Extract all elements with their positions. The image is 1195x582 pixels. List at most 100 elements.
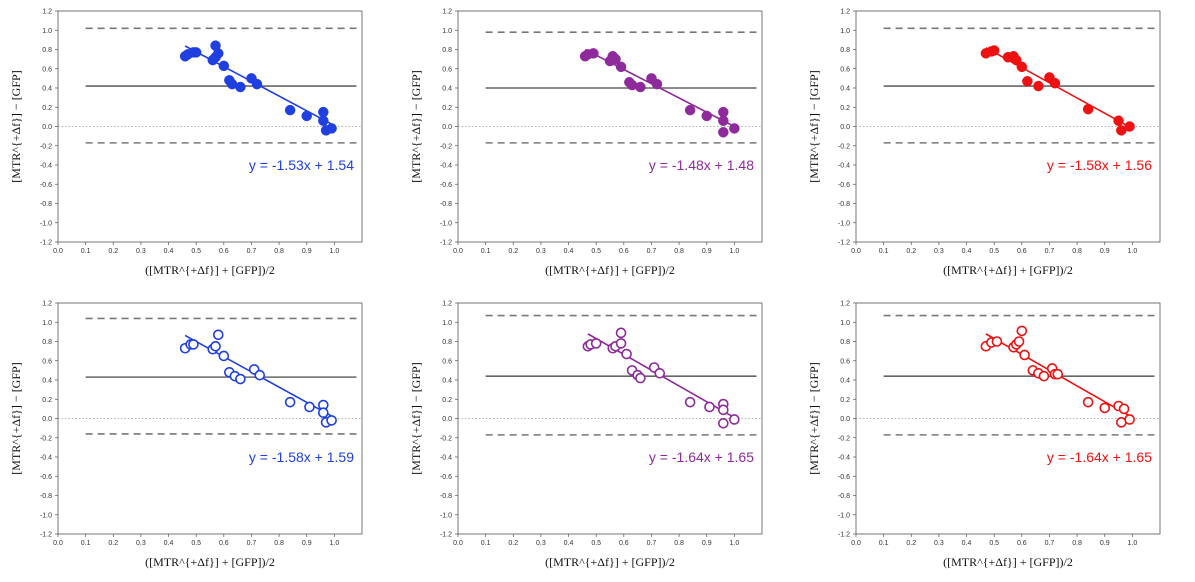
y-tick-label: 1.2 <box>840 9 850 16</box>
x-tick-label: 0.1 <box>879 248 889 255</box>
x-tick-label: 0.5 <box>591 540 601 547</box>
x-tick-label: 0.0 <box>53 248 63 255</box>
x-tick-label: 0.8 <box>674 540 684 547</box>
chart-panel-6: -1.2 -1.0 -0.8 -0.6 -0.4 -0.2 0.0 0.2 0.4 0.6 0.8 1… <box>798 292 1188 582</box>
y-axis-label: [MTR^{+Δf}] − [GFP] <box>807 362 821 474</box>
x-tick-label: 0.5 <box>989 540 999 547</box>
y-tick-label: -1.0 <box>440 512 452 519</box>
y-tick-label: 0.2 <box>42 105 52 112</box>
data-point <box>988 45 1000 56</box>
x-tick-label: 0.2 <box>108 540 118 547</box>
data-point <box>991 336 1003 347</box>
y-axis-label: [MTR^{+Δf}] − [GFP] <box>807 70 821 182</box>
y-tick-label: -0.6 <box>838 474 850 481</box>
y-tick-label: -0.2 <box>440 435 452 442</box>
chart-panel-1: -1.2 -1.0 -0.8 -0.6 -0.4 -0.2 0.0 0.2 0.4 0.6 0.8 1… <box>0 0 390 290</box>
y-tick-label: 0.8 <box>42 339 52 346</box>
data-point <box>1022 76 1033 87</box>
y-tick-label: 0.6 <box>840 66 850 73</box>
y-tick-label: 0.2 <box>442 105 452 112</box>
chart-panel-5: -1.2 -1.0 -0.8 -0.6 -0.4 -0.2 0.0 0.2 0.4 0.6 0.8 1… <box>400 292 790 582</box>
x-tick-label: 0.4 <box>164 540 174 547</box>
x-tick-label: 0.4 <box>962 540 972 547</box>
x-tick-label: 0.9 <box>702 248 712 255</box>
x-tick-label: 1.0 <box>729 248 739 255</box>
data-point <box>318 115 329 126</box>
y-tick-label: 1.0 <box>442 320 452 327</box>
y-tick-label: 1.2 <box>442 9 452 16</box>
x-tick-label: 0.3 <box>136 248 146 255</box>
y-tick-label: -0.6 <box>440 474 452 481</box>
x-tick-label: 0.6 <box>219 248 229 255</box>
data-point <box>718 418 729 429</box>
regression-equation: y = -1.58x + 1.56 <box>1047 157 1152 173</box>
chart-svg-3: -1.2 -1.0 -0.8 -0.6 -0.4 -0.2 0.0 0.2 0.4 0.6 0.8 1… <box>807 9 1161 277</box>
data-point <box>718 127 729 138</box>
data-point <box>590 338 602 349</box>
data-point <box>718 404 729 416</box>
y-tick-label: 0.8 <box>442 47 452 54</box>
x-tick-label: 1.0 <box>1127 248 1137 255</box>
data-point <box>729 414 740 425</box>
data-point <box>1099 402 1111 414</box>
x-tick-label: 0.7 <box>647 248 657 255</box>
x-tick-label: 1.0 <box>1127 540 1137 547</box>
data-point <box>729 123 740 134</box>
regression-equation: y = -1.53x + 1.54 <box>249 157 354 173</box>
x-tick-label: 0.8 <box>674 248 684 255</box>
y-tick-label: 0.0 <box>42 124 52 131</box>
data-point <box>1049 77 1061 89</box>
x-tick-label: 0.2 <box>906 540 916 547</box>
x-tick-label: 0.8 <box>274 540 284 547</box>
y-tick-label: 0.6 <box>442 358 452 365</box>
x-tick-label: 0.6 <box>219 540 229 547</box>
y-tick-label: -0.6 <box>40 474 52 481</box>
x-axis-label: ([MTR^{+Δf}] + [GFP])/2 <box>545 555 675 569</box>
x-tick-label: 0.8 <box>1072 248 1082 255</box>
x-tick-label: 0.7 <box>1045 540 1055 547</box>
y-tick-label: 0.0 <box>42 416 52 423</box>
x-tick-label: 0.3 <box>136 540 146 547</box>
x-tick-label: 0.4 <box>564 248 574 255</box>
x-tick-label: 0.6 <box>619 540 629 547</box>
x-tick-label: 0.7 <box>647 540 657 547</box>
x-tick-label: 0.5 <box>591 248 601 255</box>
x-axis-label: ([MTR^{+Δf}] + [GFP])/2 <box>145 263 275 277</box>
y-tick-label: 1.2 <box>42 301 52 308</box>
data-point <box>615 327 627 339</box>
data-point <box>588 48 599 59</box>
chart-svg-5: -1.2 -1.0 -0.8 -0.6 -0.4 -0.2 0.0 0.2 0.4 0.6 0.8 1… <box>409 301 763 569</box>
data-point <box>610 53 621 65</box>
x-tick-label: 0.4 <box>164 248 174 255</box>
x-tick-label: 0.0 <box>851 540 861 547</box>
y-tick-label: -0.4 <box>40 163 52 170</box>
x-axis-label: ([MTR^{+Δf}] + [GFP])/2 <box>943 263 1073 277</box>
y-tick-label: 0.8 <box>42 47 52 54</box>
data-point <box>1082 103 1094 115</box>
y-tick-label: 1.0 <box>840 320 850 327</box>
data-point <box>1016 325 1028 337</box>
y-tick-label: -0.2 <box>440 143 452 150</box>
y-tick-label: -0.6 <box>440 182 452 189</box>
chart-svg-4: -1.2 -1.0 -0.8 -0.6 -0.4 -0.2 0.0 0.2 0.4 0.6 0.8 1… <box>9 301 363 569</box>
x-tick-label: 0.1 <box>81 540 91 547</box>
x-axis-label: ([MTR^{+Δf}] + [GFP])/2 <box>545 263 675 277</box>
x-tick-label: 0.8 <box>1072 540 1082 547</box>
y-tick-label: 0.4 <box>840 378 850 385</box>
y-tick-label: 0.2 <box>840 397 850 404</box>
x-axis-label: ([MTR^{+Δf}] + [GFP])/2 <box>943 555 1073 569</box>
y-tick-label: -0.4 <box>40 455 52 462</box>
x-tick-label: 0.2 <box>906 248 916 255</box>
data-point <box>701 110 712 122</box>
y-tick-label: -1.0 <box>838 220 850 227</box>
y-axis-label: [MTR^{+Δf}] − [GFP] <box>409 70 423 182</box>
data-point <box>212 329 224 341</box>
x-tick-label: 0.9 <box>1100 540 1110 547</box>
y-tick-label: 1.0 <box>840 28 850 35</box>
data-point <box>1038 370 1050 382</box>
y-tick-label: -0.6 <box>838 182 850 189</box>
y-tick-label: -0.4 <box>440 163 452 170</box>
x-tick-label: 0.8 <box>274 248 284 255</box>
y-tick-label: 0.4 <box>442 378 452 385</box>
data-point <box>1082 396 1094 408</box>
